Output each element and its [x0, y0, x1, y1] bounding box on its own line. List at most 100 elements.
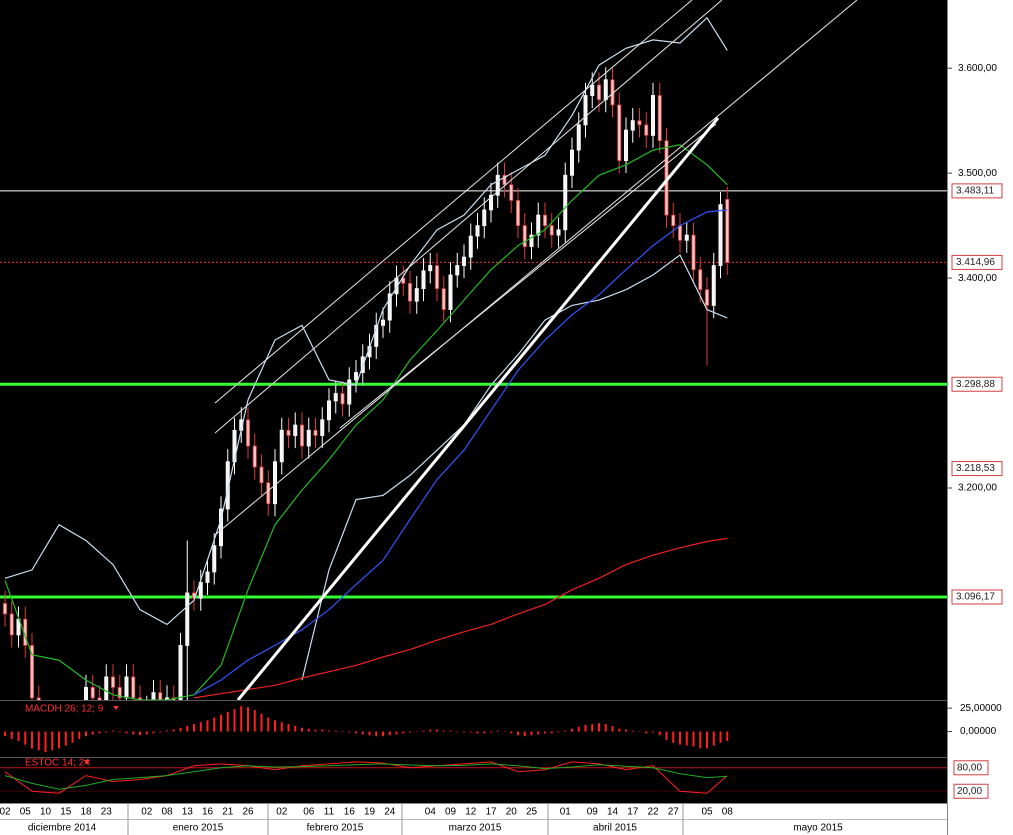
x-tick-label: 13	[182, 807, 194, 818]
macd-bar	[530, 731, 533, 736]
macd-bar	[274, 720, 276, 732]
macd-bar	[145, 731, 148, 735]
x-tick-label: 02	[276, 807, 288, 818]
macd-bar	[726, 731, 729, 741]
candle-body	[691, 234, 696, 271]
candle-body	[570, 149, 575, 176]
candle-body	[617, 104, 622, 161]
trend-line	[214, 0, 693, 404]
macd-bar	[496, 730, 499, 732]
trend-line	[214, 0, 858, 536]
candle-body	[29, 645, 34, 699]
candle-body	[111, 676, 116, 688]
macd-bar	[172, 729, 175, 732]
macd-bar	[240, 706, 243, 732]
macd-bar	[159, 731, 162, 733]
candle-body	[705, 289, 710, 306]
macd-bar	[672, 731, 675, 743]
candle-body	[475, 225, 480, 237]
macd-bar	[260, 713, 263, 732]
macd-bar	[402, 731, 405, 734]
x-tick-label: 26	[242, 807, 254, 818]
macd-bar	[442, 730, 445, 732]
macd-bar	[226, 711, 229, 732]
x-tick-label: 04	[425, 807, 437, 818]
macd-bar	[186, 725, 189, 732]
macd-bar	[307, 728, 310, 732]
level-label-box	[951, 376, 1003, 392]
candle-body	[326, 400, 331, 421]
trend-line	[339, 123, 717, 429]
level-label-box	[951, 183, 1003, 199]
horizontal-lines	[0, 190, 947, 599]
candle-body	[299, 424, 304, 447]
month-label: abril 2015	[593, 823, 637, 834]
macd-bar	[483, 731, 486, 734]
macd-bar	[213, 717, 216, 732]
x-tick-label: 06	[303, 807, 315, 818]
x-tick-label: 23	[101, 807, 113, 818]
x-tick-label: 02	[141, 807, 153, 818]
candle-body	[651, 95, 656, 136]
candle-body	[198, 582, 203, 599]
macd-bar	[510, 731, 513, 734]
macd-bar	[199, 722, 202, 732]
candle-body	[671, 214, 676, 227]
overlays	[4, 16, 728, 700]
level-label: 3.096,17	[956, 592, 995, 603]
month-label: mayo 2015	[793, 823, 843, 834]
x-tick-label: 16	[344, 807, 356, 818]
x-tick-label: 08	[722, 807, 734, 818]
candle-body	[536, 214, 541, 236]
candle-body	[97, 697, 102, 700]
x-tick-label: 14	[607, 807, 619, 818]
macd-bar	[91, 731, 94, 735]
candle-body	[590, 84, 595, 96]
x-tick-label: 12	[465, 807, 477, 818]
macd-bar	[58, 731, 60, 749]
x-tick-label: 01	[560, 807, 572, 818]
candle-body	[401, 277, 406, 284]
macd-bar	[37, 731, 40, 751]
candle-body	[461, 256, 466, 266]
macd-bar	[523, 731, 526, 737]
stochastic-line	[4, 763, 728, 790]
trend-line	[214, 0, 723, 434]
macd-bar	[503, 731, 506, 733]
macd-bar	[118, 731, 121, 733]
macd-bar	[375, 731, 378, 737]
candle-body	[529, 234, 534, 248]
candle-body	[644, 124, 649, 136]
level-label: 3.414,96	[956, 257, 995, 268]
x-tick-label: 05	[701, 807, 713, 818]
macd-bar	[571, 728, 573, 732]
candle-body	[205, 571, 210, 583]
macd-bar	[679, 731, 681, 745]
macd-bar	[490, 731, 492, 733]
macd-bar	[280, 722, 283, 732]
candle-body	[387, 293, 392, 321]
macd-bar	[611, 725, 614, 732]
candle-body	[117, 687, 122, 699]
macd-bar	[652, 731, 654, 733]
candle-body	[293, 424, 298, 436]
right-axis	[947, 0, 1013, 835]
macd-bar	[24, 731, 27, 745]
candle-body	[259, 466, 264, 484]
level-label-box	[951, 589, 1003, 605]
candle-body	[630, 120, 635, 131]
x-tick-label: 18	[80, 807, 92, 818]
candle-body	[502, 174, 507, 186]
macd-bar	[463, 731, 465, 733]
candle-body	[583, 95, 588, 126]
candle-body	[218, 508, 223, 547]
candles	[3, 67, 730, 700]
macd-bar	[193, 724, 195, 732]
y-tick-label: 3.200,00	[958, 483, 997, 494]
x-tick-label: 02	[0, 807, 11, 818]
x-tick-label: 17	[627, 807, 639, 818]
month-label: febrero 2015	[307, 823, 364, 834]
level-label: 3.483,11	[956, 186, 995, 197]
candle-body	[90, 687, 95, 699]
